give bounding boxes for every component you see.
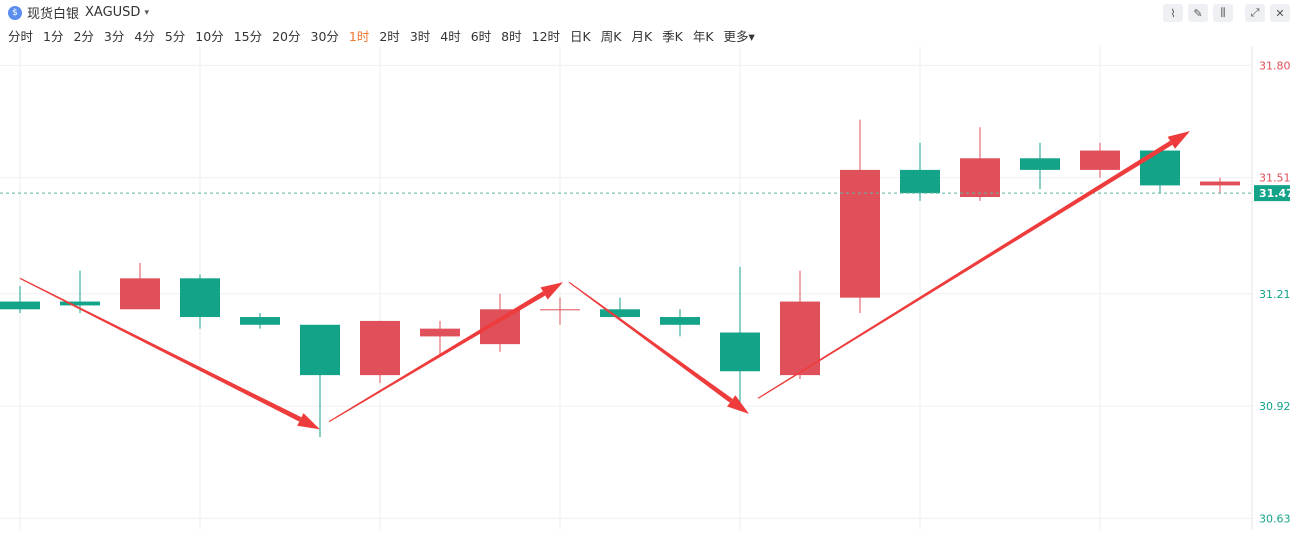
period-tab[interactable]: 4分 [134, 29, 155, 44]
pencil-icon[interactable]: ✎ [1188, 4, 1208, 22]
trend-arrow-shaft [568, 281, 733, 403]
period-tab[interactable]: 日K [570, 29, 591, 44]
candle-body [780, 301, 820, 376]
period-tab[interactable]: 周K [600, 29, 622, 44]
candle-body [60, 301, 100, 306]
line-chart-icon[interactable]: ⌇ [1163, 4, 1183, 22]
candle-body [660, 317, 700, 325]
candle-body [240, 317, 280, 325]
candle-body [540, 309, 580, 311]
period-tab[interactable]: 更多▾ [723, 29, 755, 44]
candle-body [180, 278, 220, 318]
period-tab[interactable]: 1时 [348, 29, 370, 44]
candle-body [360, 320, 400, 376]
period-tab[interactable]: 5分 [164, 29, 186, 44]
period-tab[interactable]: 年K [692, 29, 714, 44]
candle-body [0, 301, 40, 310]
y-tick-label: 30.92 [1259, 400, 1290, 413]
trend-arrow-head [297, 413, 320, 430]
expand-icon[interactable]: ⤢ [1245, 4, 1265, 22]
chevron-down-icon: ▾ [144, 7, 149, 18]
trend-arrow-shaft [19, 277, 302, 422]
trend-arrow-shaft [328, 291, 546, 423]
trend-arrow-head [1167, 131, 1190, 149]
y-tick-label: 31.21 [1259, 288, 1290, 301]
candle-body [420, 328, 460, 337]
period-tab[interactable]: 季K [662, 29, 683, 44]
period-tabs: 分时 1分 2分 3分 4分 5分 10分 15分 20分 30分 1时 2时 3时 4时 6时 8时 12时日… [8, 26, 765, 45]
period-tab[interactable]: 15分 [233, 29, 263, 44]
current-price-label: 31.47 [1259, 187, 1290, 200]
candle-body [960, 158, 1000, 198]
candlestick-icon[interactable]: ⫼ [1213, 4, 1233, 22]
symbol-code: XAGUSD [85, 5, 141, 20]
trend-arrow-head [727, 395, 749, 414]
current-price-badge [1254, 185, 1290, 202]
period-tab[interactable]: 10分 [195, 29, 224, 44]
candle-body [600, 309, 640, 318]
symbol-name: 现货白银 [27, 7, 80, 22]
trend-arrow-head [540, 282, 563, 300]
candle-body [1080, 150, 1120, 170]
candle-body [1200, 181, 1240, 186]
candle-body [720, 332, 760, 372]
close-icon[interactable]: ✕ [1270, 4, 1290, 22]
period-tab[interactable]: 2分 [73, 29, 94, 44]
candle-body [1020, 158, 1060, 170]
candlestick-chart[interactable]: 31.80 31.51 31.21 30.92 30.63 31.47 [0, 46, 1290, 549]
toolbar: ⌇ ✎ ⫼ ⤢ ✕ [1158, 4, 1290, 22]
silver-logo-icon: $ [8, 5, 22, 20]
period-tab[interactable]: 1分 [43, 29, 64, 44]
chart-header: $ 现货白银 XAGUSD ▾ ⌇ ✎ ⫼ ⤢ ✕ [0, 0, 1290, 24]
symbol-selector[interactable]: $ 现货白银 XAGUSD ▾ [8, 3, 149, 22]
trend-arrow-shaft [757, 140, 1173, 399]
period-tab[interactable]: 3分 [103, 29, 125, 44]
period-tab[interactable]: 2时 [379, 29, 400, 44]
period-tab[interactable]: 12时 [531, 29, 561, 44]
period-tab[interactable]: 6时 [470, 29, 492, 44]
period-tab[interactable]: 4时 [440, 29, 461, 44]
period-tab[interactable]: 月K [631, 29, 653, 44]
period-tab[interactable]: 30分 [310, 29, 339, 44]
period-tab[interactable]: 8时 [501, 29, 522, 44]
candle-body [900, 169, 940, 194]
period-tab[interactable]: 20分 [272, 29, 301, 44]
y-tick-label: 30.63 [1259, 512, 1290, 525]
y-tick-label: 31.80 [1259, 59, 1290, 72]
period-tab[interactable]: 分时 [8, 29, 34, 44]
y-tick-label: 31.51 [1259, 172, 1290, 185]
candle-body [120, 278, 160, 310]
candle-body [300, 324, 340, 376]
period-tab[interactable]: 3时 [409, 29, 431, 44]
candle-body [840, 169, 880, 298]
